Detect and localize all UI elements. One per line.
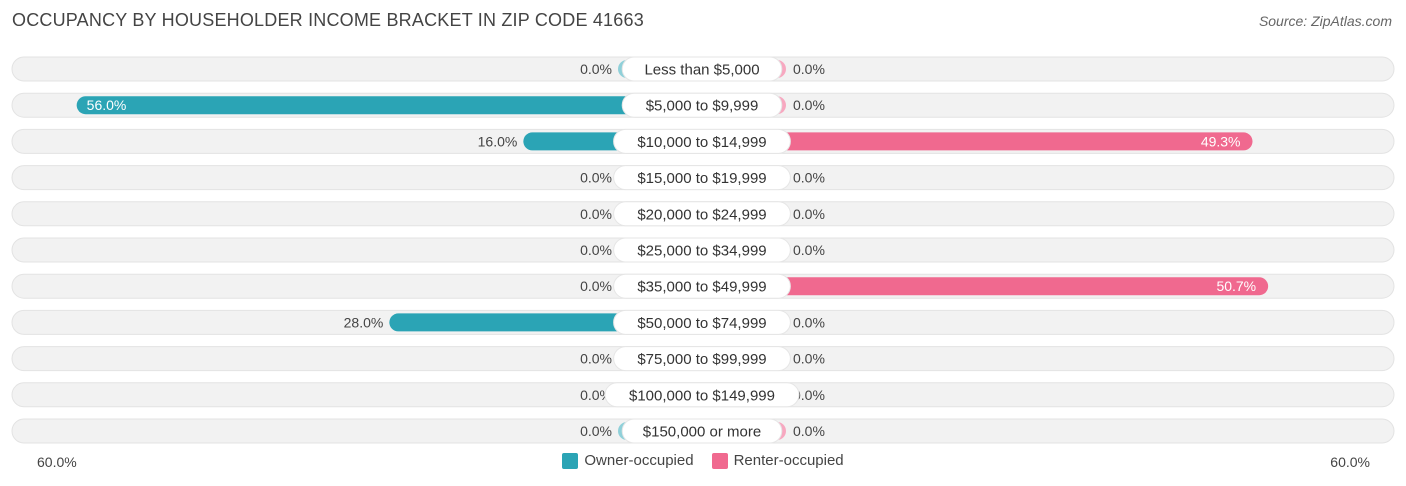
owner-value-label: 0.0% xyxy=(580,206,612,222)
renter-value-label: 0.0% xyxy=(793,206,825,222)
category-label: $150,000 or more xyxy=(643,424,761,441)
category-pill xyxy=(621,92,783,118)
renter-bar xyxy=(702,277,1269,296)
owner-value-label: 0.0% xyxy=(580,423,612,439)
renter-value-label: 0.0% xyxy=(793,314,825,330)
owner-value-label: 0.0% xyxy=(580,242,612,258)
renter-value-label: 0.0% xyxy=(793,242,825,258)
renter-value-label: 0.0% xyxy=(793,423,825,439)
owner-value-label: 16.0% xyxy=(478,133,518,149)
category-label: $5,000 to $9,999 xyxy=(646,98,759,115)
category-pill xyxy=(613,237,791,263)
owner-value-label: 56.0% xyxy=(87,97,127,113)
axis-right-label: 60.0% xyxy=(1330,454,1370,470)
owner-value-label: 0.0% xyxy=(580,351,612,367)
owner-value-label: 0.0% xyxy=(580,170,612,186)
legend-owner-swatch xyxy=(562,452,579,469)
owner-bar xyxy=(76,96,702,115)
chart-title: OCCUPANCY BY HOUSEHOLDER INCOME BRACKET … xyxy=(12,10,644,30)
category-label: $10,000 to $14,999 xyxy=(637,134,766,151)
owner-value-label: 0.0% xyxy=(580,61,612,77)
renter-value-label: 50.7% xyxy=(1216,278,1256,294)
category-pill xyxy=(613,201,791,227)
category-label: $25,000 to $34,999 xyxy=(637,243,766,260)
category-pill xyxy=(621,56,783,82)
category-label: $50,000 to $74,999 xyxy=(637,315,766,332)
category-pill xyxy=(613,346,791,372)
legend-renter: Renter-occupied xyxy=(711,452,844,469)
renter-value-label: 0.0% xyxy=(793,97,825,113)
category-pill xyxy=(613,273,791,299)
legend-renter-swatch xyxy=(711,452,728,469)
legend-owner: Owner-occupied xyxy=(562,452,694,469)
renter-value-label: 0.0% xyxy=(793,351,825,367)
category-label: $15,000 to $19,999 xyxy=(637,170,766,187)
bar-chart: 0.0% 0.0% Less than $5,000 56.0% 0.0% $5,000 … xyxy=(11,56,1395,444)
renter-value-label: 0.0% xyxy=(793,170,825,186)
owner-value-label: 0.0% xyxy=(580,387,612,403)
source-note: Source: ZipAtlas.com xyxy=(1258,13,1392,29)
category-label: $100,000 to $149,999 xyxy=(629,387,775,404)
category-pill xyxy=(621,418,783,444)
axis-left-label: 60.0% xyxy=(37,454,77,470)
category-pill xyxy=(613,128,791,154)
category-pill xyxy=(613,165,791,191)
legend: Owner-occupied Renter-occupied xyxy=(0,452,1406,469)
category-label: $35,000 to $49,999 xyxy=(637,279,766,296)
renter-value-label: 49.3% xyxy=(1201,133,1241,149)
renter-bar xyxy=(702,132,1253,151)
category-label: $20,000 to $24,999 xyxy=(637,206,766,223)
category-label: $75,000 to $99,999 xyxy=(637,351,766,368)
renter-value-label: 0.0% xyxy=(793,387,825,403)
category-pill xyxy=(613,309,791,335)
owner-value-label: 0.0% xyxy=(580,278,612,294)
renter-value-label: 0.0% xyxy=(793,61,825,77)
owner-value-label: 28.0% xyxy=(344,314,384,330)
category-pill xyxy=(604,382,800,408)
legend-owner-label: Owner-occupied xyxy=(584,452,694,469)
category-label: Less than $5,000 xyxy=(644,62,759,79)
legend-renter-label: Renter-occupied xyxy=(733,452,844,469)
